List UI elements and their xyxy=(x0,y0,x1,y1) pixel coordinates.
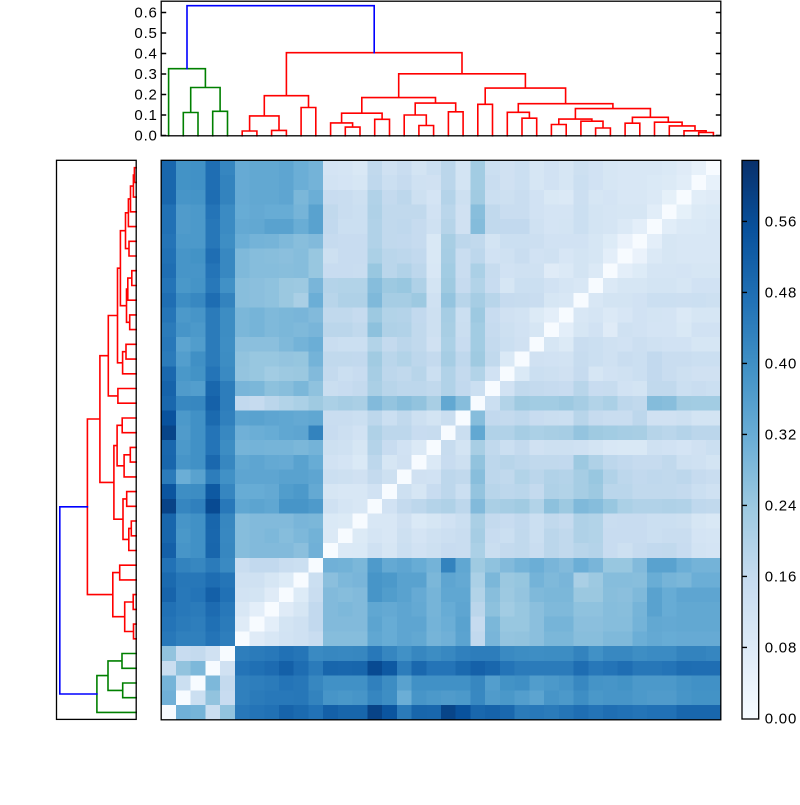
svg-text:0.08: 0.08 xyxy=(765,639,797,656)
svg-text:0.6: 0.6 xyxy=(134,5,157,22)
svg-text:0.00: 0.00 xyxy=(765,710,797,727)
svg-text:0.32: 0.32 xyxy=(765,426,797,443)
svg-text:0.2: 0.2 xyxy=(134,87,157,104)
svg-text:0.16: 0.16 xyxy=(765,568,797,585)
svg-text:0.5: 0.5 xyxy=(134,25,157,42)
svg-text:0.24: 0.24 xyxy=(765,497,797,514)
svg-text:0.4: 0.4 xyxy=(134,46,157,63)
svg-text:0.1: 0.1 xyxy=(134,107,157,124)
svg-text:0.3: 0.3 xyxy=(134,66,157,83)
svg-text:0.56: 0.56 xyxy=(765,213,797,230)
svg-text:0.48: 0.48 xyxy=(765,284,797,301)
svg-text:0.40: 0.40 xyxy=(765,355,797,372)
svg-text:0.0: 0.0 xyxy=(134,128,157,145)
